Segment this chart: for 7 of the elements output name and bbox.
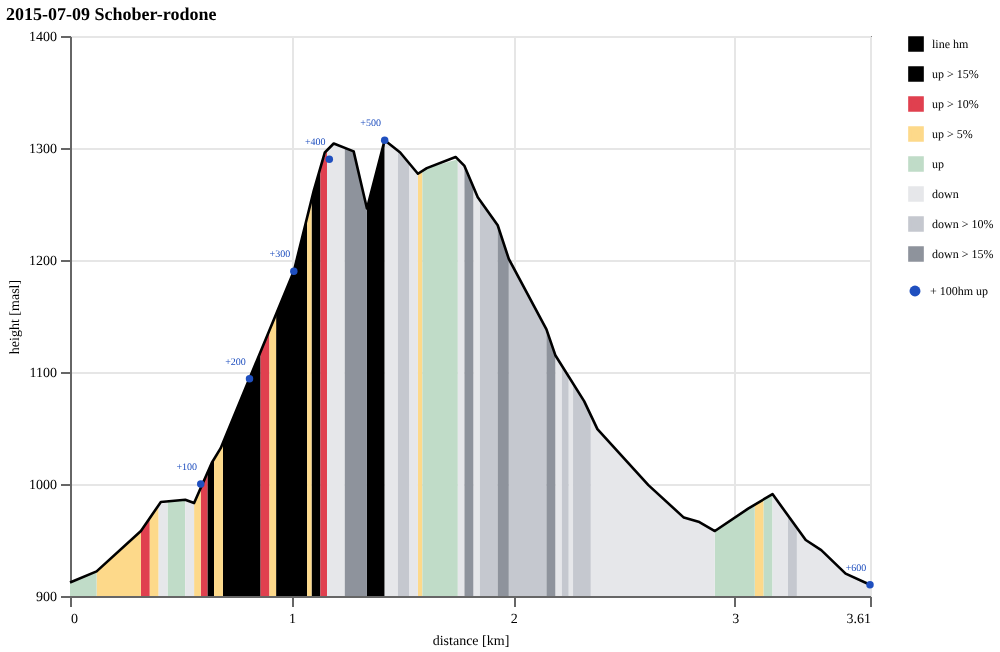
chart-title: 2015-07-09 Schober-rodone (6, 4, 217, 24)
point (866, 581, 874, 589)
point (290, 267, 298, 275)
point (380, 136, 389, 144)
point (245, 374, 254, 383)
point (197, 480, 205, 488)
point (325, 155, 334, 163)
